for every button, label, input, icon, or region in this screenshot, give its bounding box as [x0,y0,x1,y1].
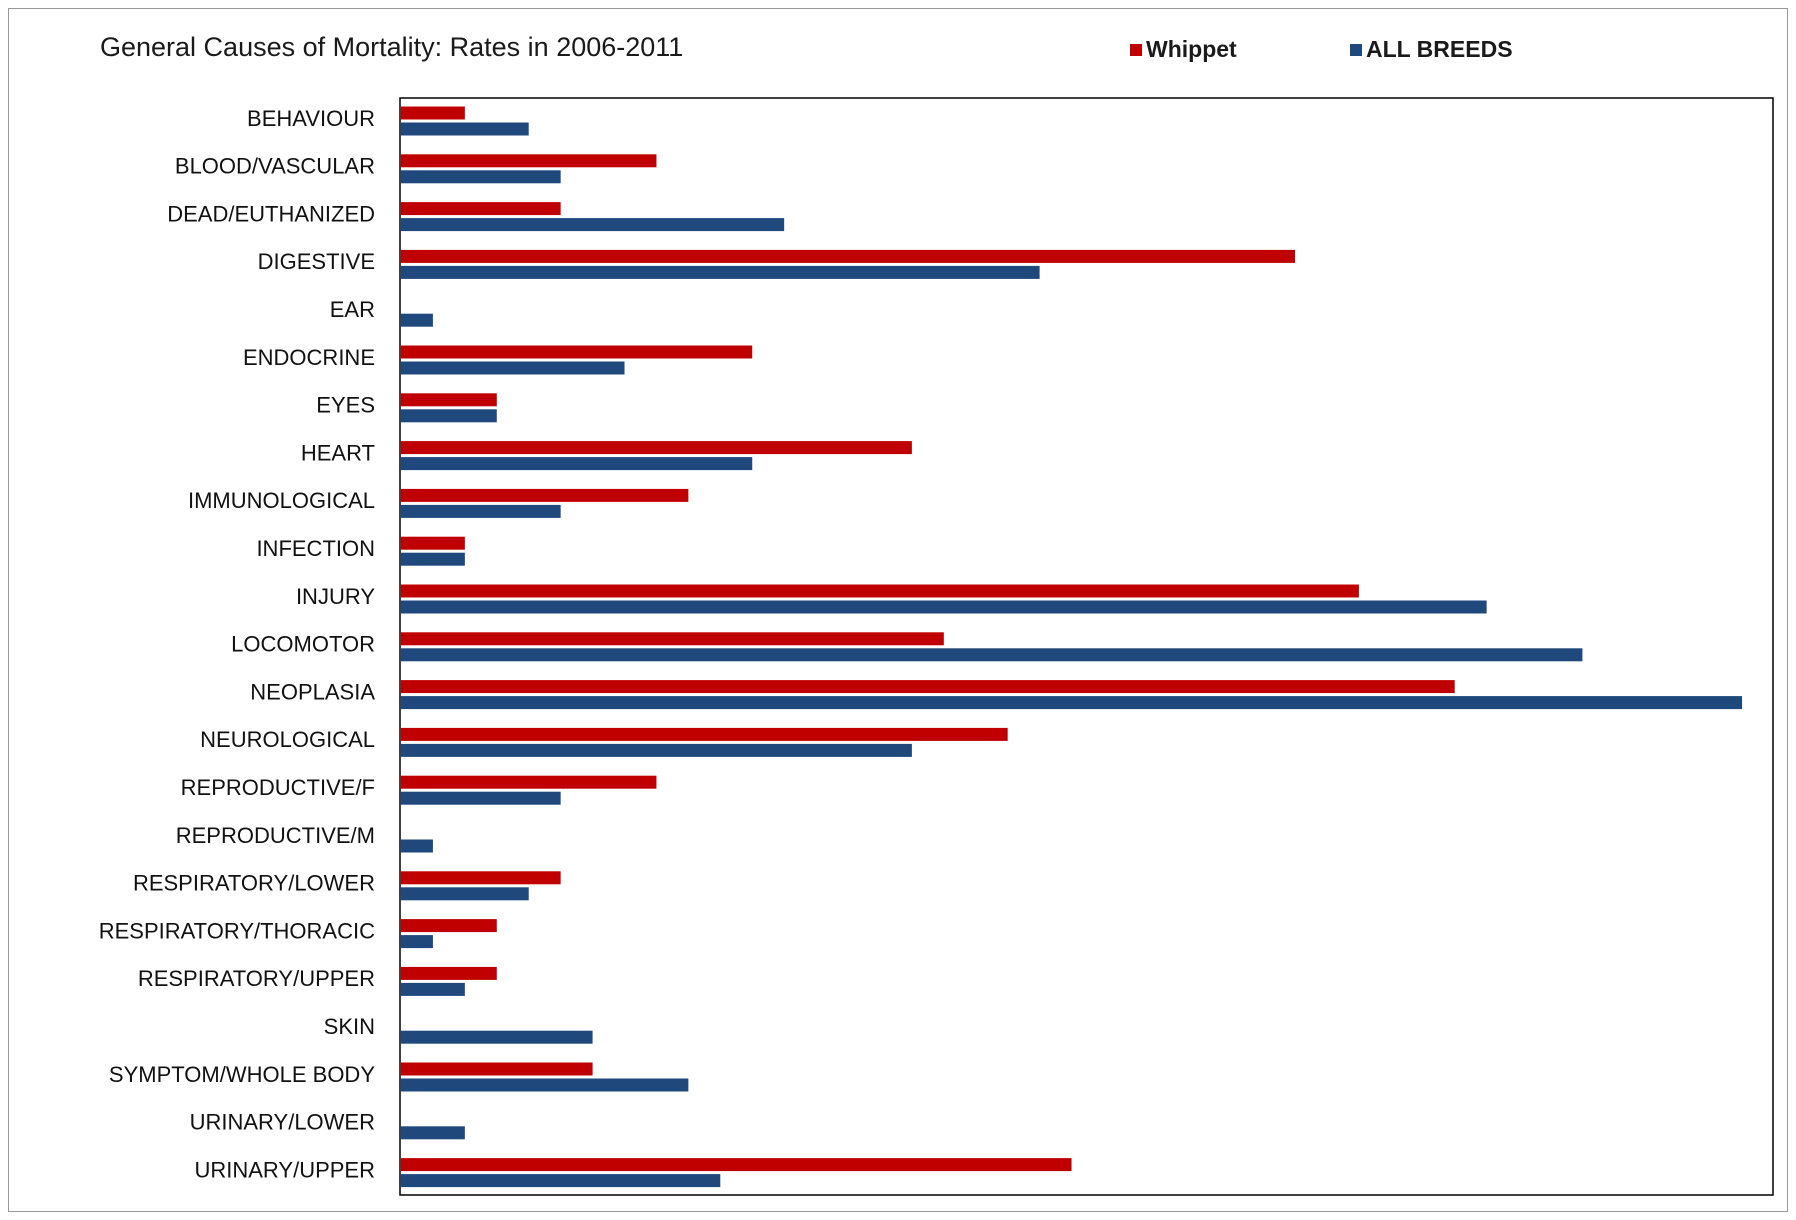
category-label-symptom-whole-body: SYMPTOM/WHOLE BODY [109,1062,375,1087]
bar-all-breeds-infection [401,552,465,566]
bar-all-breeds-ear [401,313,433,327]
category-label-urinary-lower: URINARY/LOWER [190,1110,375,1135]
bar-whippet-reproductive-f [401,775,657,789]
bar-whippet-respiratory-lower [401,871,561,885]
bar-whippet-respiratory-upper [401,966,497,980]
bar-all-breeds-behaviour [401,122,529,136]
bars-group [401,106,1743,1188]
bar-whippet-neurological [401,727,1008,741]
bar-all-breeds-eyes [401,409,497,423]
category-label-neoplasia: NEOPLASIA [250,679,375,704]
bar-all-breeds-skin [401,1030,593,1044]
category-label-blood-vascular: BLOOD/VASCULAR [175,154,375,179]
category-label-neurological: NEUROLOGICAL [200,727,375,752]
category-label-ear: EAR [330,297,375,322]
category-label-reproductive-f: REPRODUCTIVE/F [181,775,375,800]
bar-whippet-urinary-upper [401,1158,1072,1172]
bar-whippet-respiratory-thoracic [401,919,497,933]
bar-all-breeds-locomotor [401,648,1583,662]
category-label-respiratory-upper: RESPIRATORY/UPPER [138,966,375,991]
legend-swatch-whippet [1130,43,1142,56]
bar-whippet-neoplasia [401,680,1455,694]
bar-all-breeds-reproductive-m [401,839,433,853]
category-label-behaviour: BEHAVIOUR [247,106,375,131]
category-label-respiratory-lower: RESPIRATORY/LOWER [133,871,375,896]
bar-whippet-infection [401,536,465,550]
bar-all-breeds-symptom-whole-body [401,1078,689,1092]
bar-all-breeds-heart [401,457,753,471]
bar-whippet-symptom-whole-body [401,1062,593,1076]
bar-all-breeds-neoplasia [401,696,1743,710]
category-label-infection: INFECTION [256,536,375,561]
bar-whippet-heart [401,441,912,455]
bar-all-breeds-injury [401,600,1487,614]
category-label-injury: INJURY [296,584,375,609]
category-label-heart: HEART [301,440,375,465]
legend-label-whippet: Whippet [1146,36,1237,62]
legend-item-all-breeds: ALL BREEDS [1350,36,1513,63]
bar-whippet-digestive [401,249,1296,263]
category-label-skin: SKIN [324,1014,375,1039]
chart-title: General Causes of Mortality: Rates in 20… [100,32,684,62]
category-label-respiratory-thoracic: RESPIRATORY/THORACIC [99,918,375,943]
bar-all-breeds-blood-vascular [401,170,561,184]
bar-all-breeds-respiratory-lower [401,887,529,901]
legend-swatch-all-breeds [1350,43,1362,56]
bar-all-breeds-respiratory-upper [401,982,465,996]
category-label-immunological: IMMUNOLOGICAL [188,488,375,513]
bar-all-breeds-urinary-lower [401,1126,465,1140]
category-label-reproductive-m: REPRODUCTIVE/M [176,823,375,848]
bar-whippet-endocrine [401,345,753,359]
category-label-digestive: DIGESTIVE [258,249,375,274]
plot-area [399,97,1774,1196]
bar-whippet-locomotor [401,632,944,646]
bar-all-breeds-respiratory-thoracic [401,935,433,949]
category-label-eyes: EYES [316,393,375,418]
bar-all-breeds-neurological [401,743,912,757]
category-label-dead-euthanized: DEAD/EUTHANIZED [167,201,375,226]
category-labels: BEHAVIOUR BLOOD/VASCULAR DEAD/EUTHANIZED DI… [99,106,376,1183]
bar-whippet-dead-euthanized [401,202,561,216]
bar-all-breeds-urinary-upper [401,1174,721,1188]
category-label-locomotor: LOCOMOTOR [231,632,375,657]
category-label-endocrine: ENDOCRINE [243,345,375,370]
legend-label-all-breeds: ALL BREEDS [1366,36,1513,62]
bar-all-breeds-digestive [401,265,1040,279]
bar-whippet-injury [401,584,1359,598]
category-label-urinary-upper: URINARY/UPPER [194,1157,375,1182]
bar-whippet-eyes [401,393,497,407]
bar-whippet-blood-vascular [401,154,657,168]
bar-all-breeds-endocrine [401,361,625,375]
bar-whippet-immunological [401,488,689,502]
bar-all-breeds-dead-euthanized [401,218,785,232]
bar-whippet-behaviour [401,106,465,120]
legend-item-whippet: Whippet [1130,36,1237,63]
bar-all-breeds-immunological [401,504,561,518]
bar-all-breeds-reproductive-f [401,791,561,805]
